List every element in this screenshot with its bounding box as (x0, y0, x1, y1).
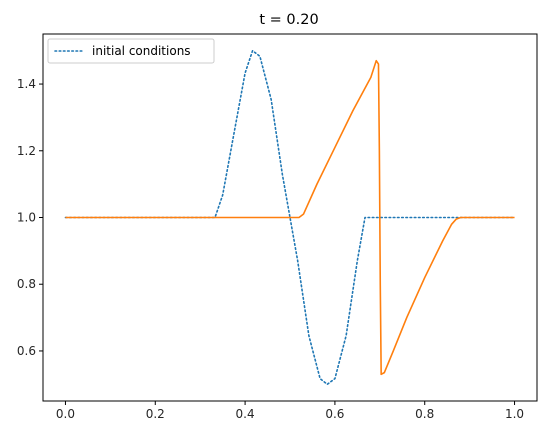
y-tick-label: 0.8 (17, 277, 36, 291)
series-layer (64, 49, 516, 386)
x-tick-label: 1.0 (505, 407, 524, 421)
legend-box (47, 38, 215, 64)
y-tick-label: 1.4 (17, 77, 36, 91)
x-tick-label: 0.4 (236, 407, 255, 421)
legend: initial conditions (47, 38, 215, 64)
chart-title: t = 0.20 (259, 12, 318, 28)
y-axis: 0.6 0.8 1.0 1.2 1.4 (17, 77, 43, 358)
series-line-solution (65, 59, 515, 376)
x-tick-label: 0.6 (325, 407, 344, 421)
y-tick-label: 1.2 (17, 144, 36, 158)
y-tick-label: 0.6 (17, 344, 36, 358)
x-tick-label: 0.2 (146, 407, 165, 421)
y-tick-label: 1.0 (17, 211, 36, 225)
x-tick-label: 0.8 (415, 407, 434, 421)
x-tick-label: 0.0 (56, 407, 75, 421)
series-line-initial-conditions (64, 49, 516, 386)
x-axis: 0.0 0.2 0.4 0.6 0.8 1.0 (56, 401, 524, 421)
legend-label-initial-conditions: initial conditions (92, 44, 191, 58)
